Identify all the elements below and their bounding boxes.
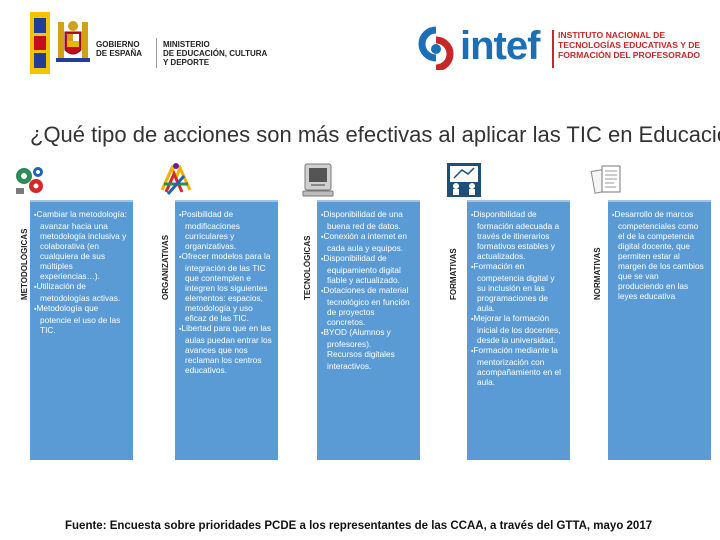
category-label-tecnologicas: TECNOLÓGICAS (303, 235, 312, 300)
organization-icon (160, 163, 192, 195)
category-box-metodologicas: ▪Cambiar la metodología: avanzar hacia u… (30, 200, 133, 460)
gears-icon (16, 167, 43, 194)
list-item: ▪Disponibilidad de una buena red de dato… (321, 209, 403, 231)
source-note: Fuente: Encuesta sobre prioridades PCDE … (65, 520, 653, 532)
list-item: ▪Posibilidad de modificaciones curricula… (179, 209, 240, 251)
category-label-organizativas: ORGANIZATIVAS (161, 234, 170, 300)
gov-text-ministry: MINISTERIO DE EDUCACIÓN, CULTURA Y DEPOR… (163, 40, 268, 67)
list-item: ▪BYOD (Alumnos y profesores). (321, 327, 391, 349)
intef-divider (552, 30, 554, 68)
category-box-formativas: ▪Disponibilidad de formación adecuada a … (467, 200, 570, 460)
list-item: ▪Formación en competencia digital y su i… (471, 261, 555, 313)
computer-icon (302, 163, 334, 197)
gov-text-spain: GOBIERNO DE ESPAÑA (96, 40, 143, 58)
list-item: ▪Mejorar la formación inicial de los doc… (471, 313, 561, 345)
government-logo: GOBIERNO DE ESPAÑA MINISTERIO DE EDUCACI… (30, 12, 275, 74)
category-list: ▪Cambiar la metodología: avanzar hacia u… (30, 202, 133, 335)
category-list: ▪Disponibilidad de una buena red de dato… (317, 202, 420, 371)
list-item: ▪Desarrollo de marcos competenciales com… (612, 209, 704, 301)
category-list: ▪Desarrollo de marcos competenciales com… (608, 202, 711, 301)
intef-wordmark: intef (460, 24, 540, 68)
list-item: ▪Formación mediante la mentorización con… (471, 345, 561, 387)
list-item: ▪Utilización de metodologías activas. (34, 281, 121, 303)
category-list: ▪Posibilidad de modificaciones curricula… (175, 202, 278, 375)
list-item: ▪Dotaciones de material tecnológico en f… (321, 285, 410, 327)
page-title: ¿Qué tipo de acciones son más efectivas … (30, 122, 720, 147)
category-box-normativas: ▪Desarrollo de marcos competenciales com… (608, 200, 711, 460)
intef-mark-icon (418, 26, 454, 70)
list-item: ▪Conexión a internet en cada aula y equi… (321, 231, 407, 253)
list-item: ▪Cambiar la metodología: avanzar hacia u… (34, 209, 127, 281)
list-item: ▪Libertad para que en las aulas puedan e… (179, 323, 272, 375)
list-item: ▪Ofrecer modelos para la integración de … (179, 251, 271, 323)
list-item: Recursos digitales interactivos. (327, 349, 395, 371)
category-label-formativas: FORMATIVAS (449, 248, 458, 300)
list-item: ▪Disponibilidad de equipamiento digital … (321, 253, 401, 285)
category-label-normativas: NORMATIVAS (593, 247, 602, 300)
list-item: ▪Metodología que potencie el uso de las … (34, 303, 121, 335)
category-box-organizativas: ▪Posibilidad de modificaciones curricula… (175, 200, 278, 460)
gov-divider (156, 38, 157, 68)
category-list: ▪Disponibilidad de formación adecuada a … (467, 202, 570, 387)
list-item: ▪Disponibilidad de formación adecuada a … (471, 209, 560, 261)
flag-strip (30, 12, 50, 74)
documents-icon (590, 165, 621, 194)
intef-logo: intef INSTITUTO NACIONAL DE TECNOLOGÍAS … (412, 20, 712, 76)
category-box-tecnologicas: ▪Disponibilidad de una buena red de dato… (317, 200, 420, 460)
coat-of-arms-icon (56, 21, 90, 62)
teaching-icon (447, 163, 481, 197)
intef-institute-name: INSTITUTO NACIONAL DE TECNOLOGÍAS EDUCAT… (558, 30, 701, 60)
